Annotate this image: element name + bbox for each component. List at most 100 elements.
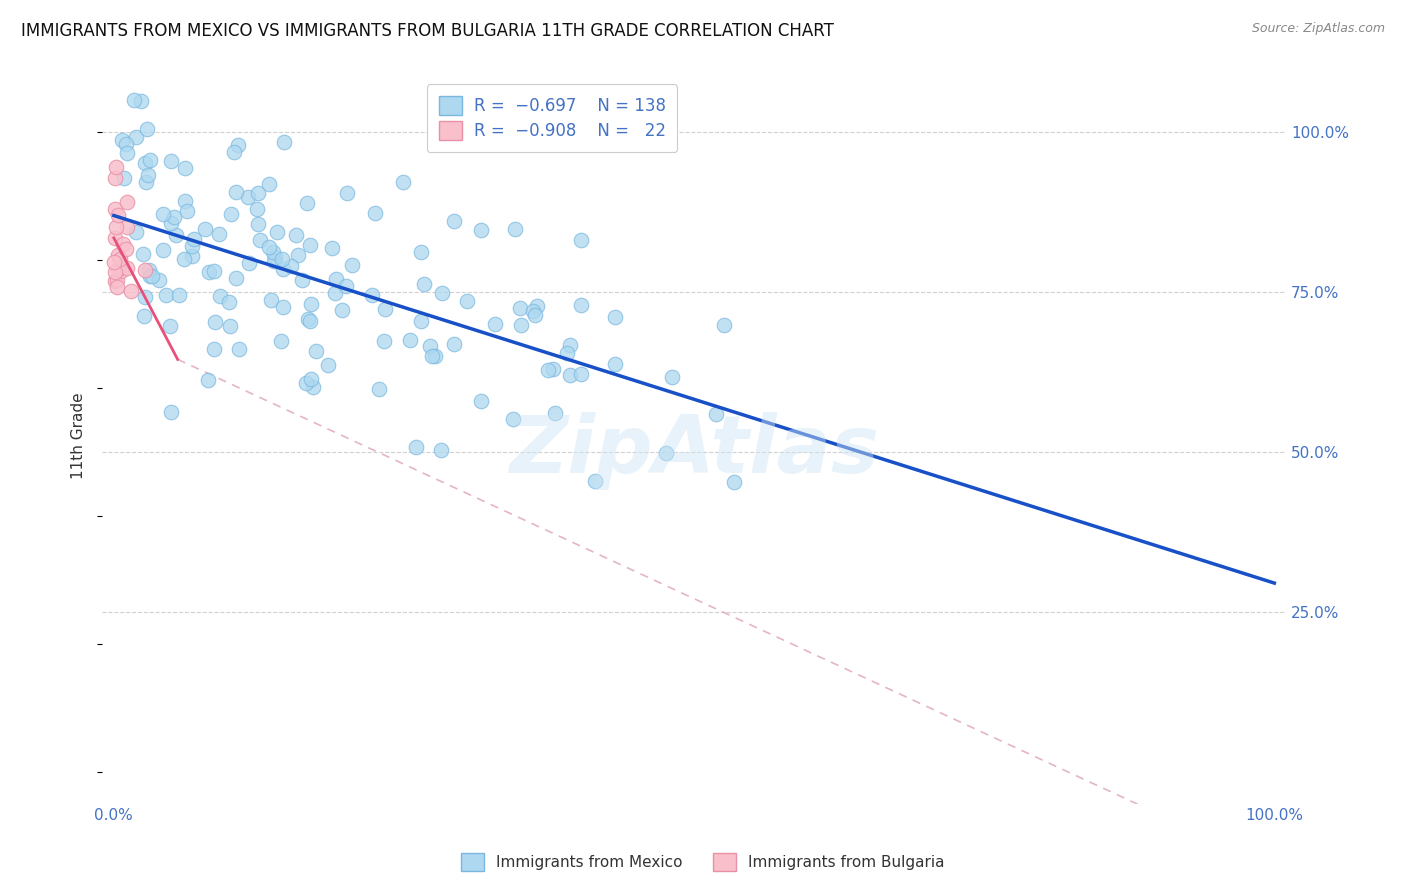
Point — [569, 298, 592, 312]
Point — [510, 318, 533, 333]
Point — [105, 273, 128, 287]
Point — [110, 264, 132, 278]
Point — [262, 245, 284, 260]
Point — [541, 362, 564, 376]
Point — [104, 160, 127, 174]
Point — [160, 153, 183, 168]
Point — [537, 363, 560, 377]
Point — [246, 202, 269, 216]
Point — [302, 380, 325, 394]
Point — [219, 318, 242, 333]
Point — [723, 475, 745, 489]
Point — [335, 279, 357, 293]
Point — [115, 219, 138, 234]
Point — [132, 309, 155, 323]
Point — [114, 242, 136, 256]
Point — [238, 190, 260, 204]
Point — [321, 241, 343, 255]
Point — [299, 314, 322, 328]
Point — [430, 286, 453, 301]
Point — [183, 232, 205, 246]
Point — [361, 288, 384, 302]
Point — [136, 168, 159, 182]
Point — [544, 406, 567, 420]
Point — [173, 252, 195, 266]
Point — [260, 293, 283, 307]
Point — [287, 247, 309, 261]
Point — [209, 288, 232, 302]
Point — [280, 259, 302, 273]
Point — [373, 334, 395, 349]
Point — [134, 290, 156, 304]
Point — [298, 238, 321, 252]
Point — [423, 349, 446, 363]
Point — [103, 231, 125, 245]
Point — [264, 250, 287, 264]
Point — [124, 225, 146, 239]
Point — [159, 319, 181, 334]
Point — [247, 186, 270, 200]
Point — [160, 216, 183, 230]
Point — [368, 382, 391, 396]
Point — [412, 277, 434, 291]
Point — [204, 342, 226, 356]
Point — [122, 94, 145, 108]
Point — [443, 337, 465, 351]
Point — [266, 225, 288, 239]
Point — [110, 252, 132, 266]
Point — [141, 269, 163, 284]
Point — [555, 346, 578, 360]
Point — [176, 203, 198, 218]
Point — [120, 284, 142, 298]
Text: IMMIGRANTS FROM MEXICO VS IMMIGRANTS FROM BULGARIA 11TH GRADE CORRELATION CHART: IMMIGRANTS FROM MEXICO VS IMMIGRANTS FRO… — [21, 22, 834, 40]
Point — [655, 446, 678, 460]
Point — [226, 138, 249, 153]
Point — [107, 209, 129, 223]
Point — [409, 314, 432, 328]
Legend: R =  −0.697    N = 138, R =  −0.908    N =   22: R = −0.697 N = 138, R = −0.908 N = 22 — [427, 84, 678, 152]
Point — [132, 246, 155, 260]
Point — [305, 343, 328, 358]
Point — [523, 308, 546, 322]
Point — [336, 186, 359, 201]
Point — [342, 258, 364, 272]
Point — [107, 248, 129, 262]
Point — [470, 223, 492, 237]
Point — [104, 275, 127, 289]
Point — [225, 271, 247, 285]
Point — [208, 227, 231, 241]
Point — [420, 349, 443, 363]
Point — [114, 137, 136, 152]
Point — [409, 245, 432, 260]
Point — [325, 271, 347, 285]
Point — [259, 240, 281, 254]
Point — [270, 334, 292, 348]
Point — [484, 317, 506, 331]
Point — [291, 272, 314, 286]
Point — [138, 263, 160, 277]
Point — [502, 411, 524, 425]
Point — [430, 443, 453, 458]
Point — [603, 310, 626, 325]
Point — [204, 315, 226, 329]
Point — [398, 333, 420, 347]
Point — [569, 367, 592, 381]
Point — [569, 233, 592, 247]
Point — [503, 221, 526, 235]
Point — [297, 311, 319, 326]
Point — [374, 302, 396, 317]
Point — [470, 394, 492, 409]
Point — [152, 207, 174, 221]
Point — [295, 195, 318, 210]
Point — [273, 136, 295, 150]
Point — [197, 373, 219, 387]
Point — [246, 217, 269, 231]
Point — [194, 221, 217, 235]
Point — [152, 243, 174, 257]
Point — [295, 376, 318, 390]
Point — [125, 130, 148, 145]
Point — [218, 295, 240, 310]
Point — [198, 265, 221, 279]
Point — [419, 339, 441, 353]
Point — [605, 357, 627, 371]
